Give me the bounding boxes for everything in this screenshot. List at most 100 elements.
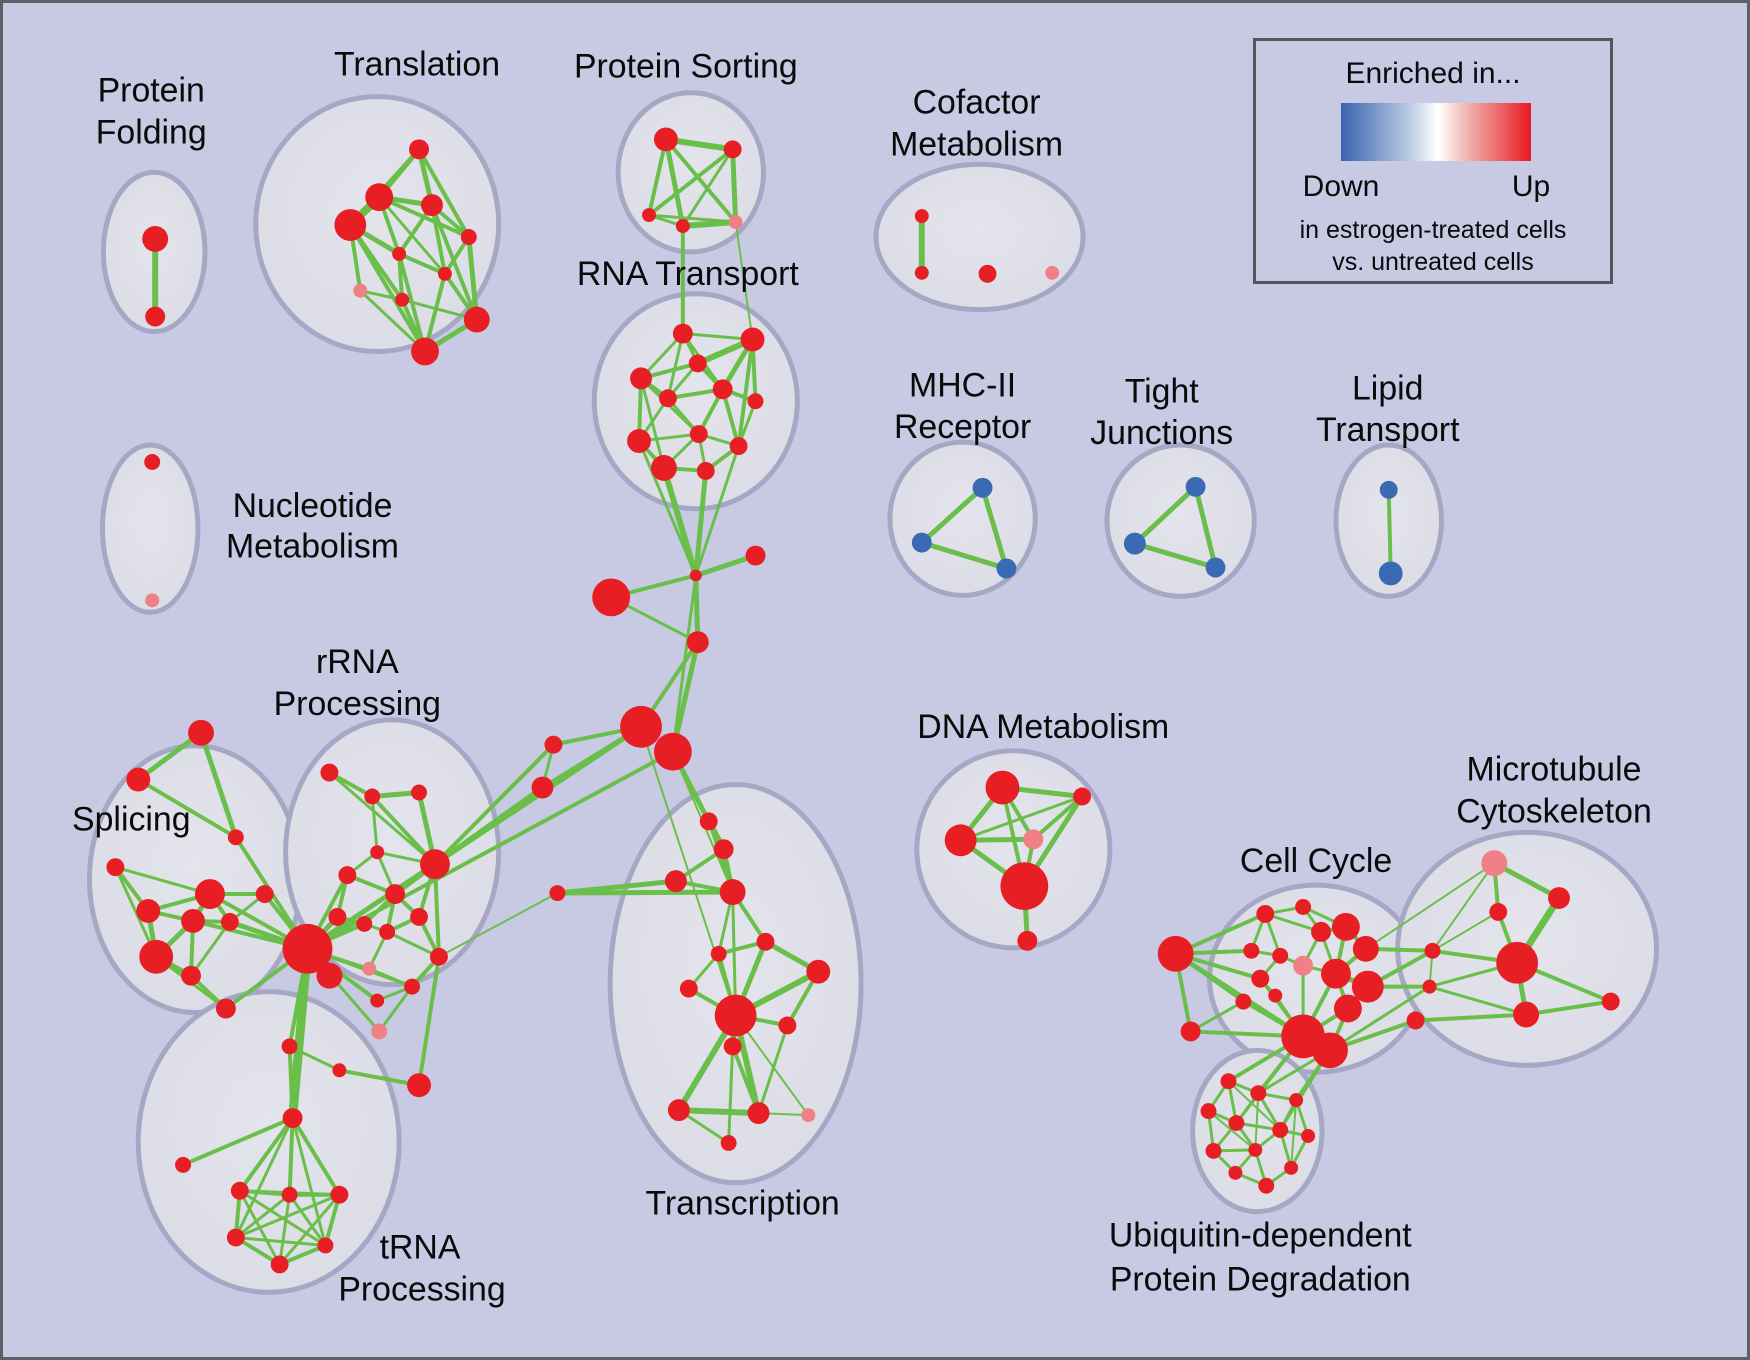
node-ub9: [1248, 1142, 1263, 1157]
edge-p1-p4: [663, 136, 686, 229]
node-ub12: [1258, 1177, 1275, 1194]
edge-t3-t11: [348, 223, 427, 354]
edge-tn_j-tn_lone: [181, 1116, 295, 1167]
node-ub1: [1220, 1073, 1237, 1090]
edge-cb1-mt3: [1431, 910, 1500, 952]
cluster-label-tight-junctions-1: Junctions: [1090, 414, 1233, 452]
node-c2: [914, 265, 929, 280]
edge-tn3-tn6: [278, 1193, 341, 1266]
edge-tx11-tx15: [727, 1044, 735, 1145]
node-l2: [531, 776, 554, 799]
node-rt5: [658, 389, 677, 408]
edge-tn2-tn5: [288, 1193, 327, 1247]
node-cc8: [1293, 955, 1314, 976]
node-rr6: [420, 849, 450, 880]
node-cc2: [1295, 899, 1312, 915]
node-rt7: [747, 393, 764, 410]
node-d3: [944, 824, 977, 857]
edge-t8-t11: [358, 289, 427, 353]
node-cc4: [1331, 912, 1360, 941]
node-p3: [642, 208, 656, 223]
node-ub6: [1272, 1122, 1289, 1138]
node-tj3: [1205, 557, 1226, 578]
node-pf2: [145, 306, 166, 327]
legend-up-label: Up: [1511, 170, 1551, 203]
node-d4: [1023, 829, 1044, 850]
node-tn2: [281, 1186, 298, 1203]
node-h2: [653, 732, 692, 771]
edge-cb3-mt7: [1413, 1012, 1529, 1023]
edge-p1-p3: [647, 137, 668, 218]
node-sp4: [139, 939, 174, 974]
node-ub2: [1250, 1085, 1267, 1102]
node-t10: [463, 306, 490, 333]
node-sp2: [195, 879, 225, 909]
edge-rr2-rr4: [370, 794, 379, 854]
node-d1: [985, 770, 1020, 805]
cluster-label-protein-sorting-0: Protein Sorting: [574, 48, 798, 86]
node-lp1: [1379, 480, 1398, 499]
node-gc: [407, 1073, 431, 1098]
cluster-label-lipid-transport-1: Transport: [1316, 411, 1460, 449]
cluster-label-trna-processing-0: tRNA: [380, 1228, 461, 1266]
node-cc9: [1251, 969, 1270, 988]
node-tx11: [723, 1037, 742, 1056]
edge-st2-st3: [136, 777, 238, 840]
cluster-label-protein-folding-0: Protein: [98, 72, 205, 110]
edge-ccB-cc11: [1189, 1000, 1245, 1033]
node-mh1: [972, 477, 993, 498]
node-c3: [978, 264, 997, 283]
node-rr5: [338, 866, 357, 885]
edge-d2-d3: [959, 794, 1084, 842]
edge-tj2-tj3: [1132, 541, 1218, 570]
node-rt10: [729, 437, 748, 455]
cluster-ellipse-rna-transport: [591, 291, 800, 512]
node-t7: [437, 266, 452, 281]
node-t1: [409, 139, 429, 160]
node-t4: [421, 194, 443, 217]
edge-cb1-mtP: [1431, 862, 1496, 952]
node-tn1: [230, 1181, 249, 1200]
node-tj2: [1123, 532, 1146, 555]
edge-sp5-sp7: [189, 920, 232, 978]
node-cc10: [1268, 988, 1283, 1003]
cluster-label-dna-metabolism-0: DNA Metabolism: [917, 708, 1169, 746]
legend-subtitle-line2: vs. untreated cells: [1332, 248, 1534, 276]
node-t6: [392, 246, 407, 261]
edge-rhub-h1: [305, 724, 644, 952]
node-sp7: [181, 965, 201, 986]
node-ub10: [1284, 1160, 1299, 1175]
node-cc1: [1256, 905, 1275, 923]
node-rt11: [650, 454, 677, 481]
cluster-ellipse-nucleotide-metabolism: [99, 442, 201, 615]
edge-rt9-j1: [637, 439, 698, 577]
edge-p2-p5: [730, 146, 739, 225]
node-cc6: [1243, 942, 1260, 959]
node-n1: [686, 631, 709, 654]
cluster-ellipse-translation: [253, 94, 502, 354]
node-rr11: [410, 907, 428, 926]
node-cc7: [1272, 947, 1289, 964]
edge-fr-rr13: [437, 892, 559, 958]
node-rt12: [696, 461, 715, 480]
cluster-label-ubiquitin-degradation-0: Ubiquitin-dependent: [1109, 1217, 1412, 1255]
cluster-label-ubiquitin-degradation-1: Protein Degradation: [1110, 1260, 1411, 1298]
node-rr1: [320, 763, 339, 782]
node-mh2: [911, 532, 932, 553]
cluster-ellipse-tight-junctions: [1104, 442, 1257, 599]
edge-mh1-mh2: [919, 485, 986, 546]
legend-box: Enriched in... Down Up in estrogen-treat…: [1253, 38, 1613, 284]
node-ub8: [1205, 1142, 1222, 1159]
edge-gc-rr13: [417, 954, 441, 1088]
edge-sp0-sp2: [113, 865, 212, 896]
node-rr15: [370, 993, 385, 1008]
node-nm1: [144, 454, 161, 470]
edge-cc16-cb2: [1328, 985, 1432, 1052]
edge-t5-t10: [466, 234, 480, 323]
cluster-label-tight-junctions-0: Tight: [1125, 372, 1200, 410]
cluster-label-nucleotide-metabolism-1: Metabolism: [226, 528, 399, 566]
edge-l1-rr6: [432, 742, 556, 867]
node-rr2: [364, 788, 381, 805]
node-h1: [620, 705, 662, 748]
edge-rt2-rt10: [736, 337, 755, 449]
